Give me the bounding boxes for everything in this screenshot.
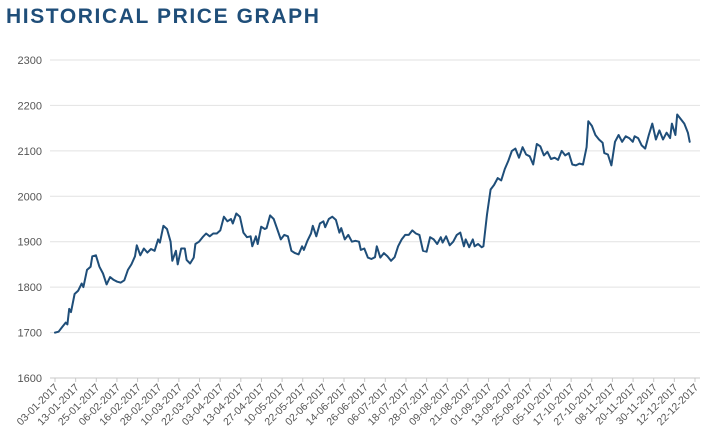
y-tick-label: 1900 [18,237,42,249]
y-axis: 1600 1700 1800 1900 2000 2100 2200 2300 [18,55,42,385]
y-tick-label: 1700 [18,328,42,340]
y-tick-label: 2100 [18,146,42,158]
y-tick-label: 2300 [18,55,42,67]
y-tick-label: 2200 [18,100,42,112]
y-tick-label: 1800 [18,282,42,294]
chart-title: HISTORICAL PRICE GRAPH [6,5,321,28]
series-layer [54,113,691,334]
y-tick-label: 1600 [18,373,42,385]
price-series-line [54,113,691,334]
y-tick-label: 2000 [18,191,42,203]
grid-lines [50,59,700,379]
x-axis: 03-01-201713-01-201725-01-201706-02-2017… [15,378,701,428]
